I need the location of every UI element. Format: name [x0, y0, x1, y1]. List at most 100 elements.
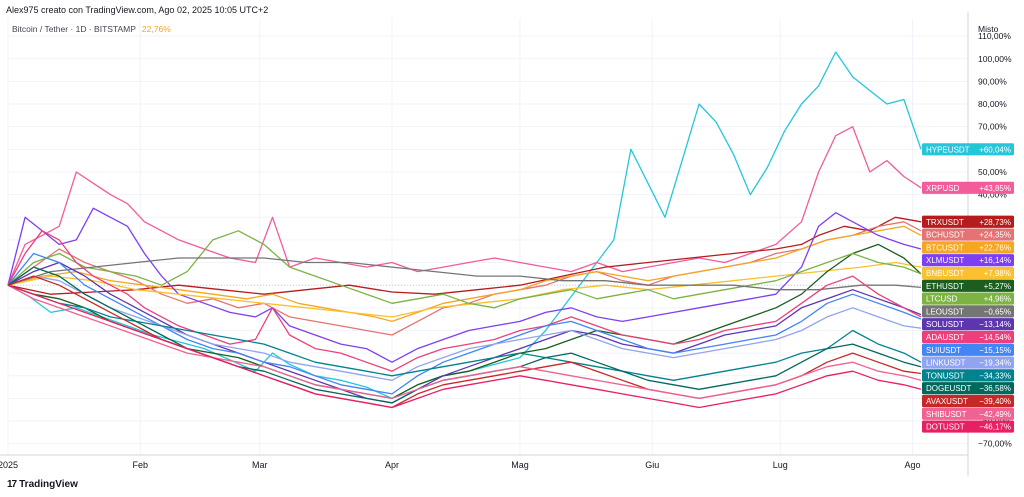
series-label-value: +7,98% — [984, 269, 1011, 278]
series-label-bg — [922, 254, 1014, 267]
series-label-solusdt[interactable]: SOLUSDT −13,14% — [922, 318, 1014, 331]
x-tick-label: Giu — [645, 460, 659, 470]
series-label-name: XLMUSDT — [926, 256, 964, 265]
series-label-bg — [922, 292, 1014, 305]
series-label-ltcusd[interactable]: LTCUSD +4,96% — [922, 292, 1014, 305]
y-tick-label: 80,00% — [978, 99, 1007, 109]
series-label-shibusdt[interactable]: SHIBUSDT −42,49% — [922, 407, 1014, 420]
series-label-suiusdt[interactable]: SUIUSDT −15,15% — [922, 343, 1014, 356]
series-label-value: −39,40% — [979, 397, 1011, 406]
series-label-name: LTCUSD — [926, 295, 958, 304]
series-label-bg — [922, 382, 1014, 395]
series-label-btcusdt[interactable]: BTCUSDT +22,76% — [922, 241, 1014, 254]
series-line-btcusdt[interactable] — [7, 225, 922, 323]
series-label-hypeusdt[interactable]: HYPEUSDT +60,04% — [922, 143, 1014, 156]
series-line-linkusdt[interactable] — [7, 275, 922, 381]
series-line-trxusdt[interactable] — [7, 216, 922, 295]
series-label-adausdt[interactable]: ADAUSDT −14,54% — [922, 330, 1014, 344]
scale-mode-label[interactable]: Misto — [978, 24, 999, 34]
x-tick-label: Feb — [132, 460, 148, 470]
y-tick-label: 70,00% — [978, 122, 1007, 132]
series-label-value: +28,73% — [979, 218, 1011, 227]
series-label-bg — [922, 143, 1014, 156]
tradingview-logo[interactable]: 17 TradingView — [7, 479, 78, 490]
series-label-bg — [922, 228, 1014, 241]
series-label-name: BNBUSDT — [926, 269, 964, 278]
series-line-leousdt[interactable] — [7, 257, 922, 291]
series-label-leousdt[interactable]: LEOUSDT −0,65% — [922, 305, 1014, 318]
y-tick-label: 90,00% — [978, 76, 1007, 86]
series-label-name: BCHUSDT — [926, 231, 965, 240]
series-label-name: LINKUSDT — [926, 359, 966, 368]
tradingview-logo-icon: 17 — [7, 479, 17, 490]
symbol-info[interactable]: Bitcoin / Tether · 1D · BITSTAMP 22,76% — [12, 24, 171, 34]
series-label-value: +5,27% — [984, 282, 1011, 291]
series-label-value: +60,04% — [979, 145, 1011, 154]
series-label-dogeusdt[interactable]: DOGEUSDT −36,58% — [922, 382, 1014, 395]
symbol-name: Bitcoin / Tether · 1D · BITSTAMP — [12, 24, 136, 34]
series-label-value: +24,35% — [979, 231, 1011, 240]
series-label-name: HYPEUSDT — [926, 145, 970, 154]
symbol-change: 22,76% — [141, 24, 171, 34]
series-label-bg — [922, 318, 1014, 331]
series-label-xrpusd[interactable]: XRPUSD +43,85% — [922, 181, 1014, 194]
series-label-value: −46,17% — [979, 423, 1011, 432]
series-label-name: AVAXUSDT — [926, 397, 968, 406]
series-label-name: TONUSDT — [926, 371, 965, 380]
x-tick-label: Mag — [511, 460, 529, 470]
grid — [7, 18, 968, 455]
series-label-dotusdt[interactable]: DOTUSDT −46,17% — [922, 420, 1014, 433]
x-tick-label: Mar — [252, 460, 268, 470]
series-label-name: TRXUSDT — [926, 218, 964, 227]
series-line-adausdt[interactable] — [7, 230, 922, 372]
series-label-value: −19,34% — [979, 359, 1011, 368]
series-label-ethusdt[interactable]: ETHUSDT +5,27% — [922, 279, 1014, 292]
series-label-name: DOTUSDT — [926, 423, 965, 432]
series-label-bg — [922, 343, 1014, 356]
y-tick-label: 100,00% — [978, 54, 1012, 64]
series-label-bg — [922, 215, 1014, 228]
series-label-avaxusdt[interactable]: AVAXUSDT −39,40% — [922, 394, 1014, 408]
series-line-shibusdt[interactable] — [7, 284, 922, 400]
series-line-dotusdt[interactable] — [7, 284, 922, 409]
series-label-bg — [922, 241, 1014, 254]
series-line-tonusdt[interactable] — [7, 284, 922, 381]
series-label-bchusdt[interactable]: BCHUSDT +24,35% — [922, 228, 1014, 241]
series-line-xrpusd[interactable] — [7, 126, 922, 286]
tradingview-logo-text: TradingView — [19, 479, 78, 490]
series-label-name: XRPUSD — [926, 184, 960, 193]
series-label-name: SHIBUSDT — [926, 410, 967, 419]
series-label-name: LEOUSDT — [926, 307, 964, 316]
series-label-value: −15,15% — [979, 346, 1011, 355]
series-label-bg — [922, 330, 1014, 344]
series-label-value: +22,76% — [979, 243, 1011, 252]
x-tick-label: Ago — [904, 460, 920, 470]
series-label-linkusdt[interactable]: LINKUSDT −19,34% — [922, 356, 1014, 369]
series-line-bnbusdt[interactable] — [7, 261, 922, 318]
series-line-solusdt[interactable] — [7, 261, 922, 404]
series-label-value: +4,96% — [984, 295, 1011, 304]
series-label-name: ETHUSDT — [926, 282, 964, 291]
series-label-bg — [922, 305, 1014, 318]
series-label-value: −13,14% — [979, 320, 1011, 329]
series-label-name: SOLUSDT — [926, 320, 964, 329]
x-tick-label: Lug — [773, 460, 788, 470]
series-label-bg — [922, 420, 1014, 433]
series-label-bg — [922, 356, 1014, 369]
series-label-name: SUIUSDT — [926, 346, 961, 355]
series-label-value: −14,54% — [979, 333, 1011, 342]
series-line-avaxusdt[interactable] — [7, 275, 922, 409]
series-label-xlmusdt[interactable]: XLMUSDT +16,14% — [922, 254, 1014, 267]
series-label-trxusdt[interactable]: TRXUSDT +28,73% — [922, 215, 1014, 228]
series-line-ltcusd[interactable] — [7, 230, 922, 309]
series-label-value: −34,33% — [979, 371, 1011, 380]
series-lines — [7, 51, 922, 409]
series-label-bnbusdt[interactable]: BNBUSDT +7,98% — [922, 266, 1014, 280]
series-label-tonusdt[interactable]: TONUSDT −34,33% — [922, 369, 1014, 382]
series-label-name: ADAUSDT — [926, 333, 964, 342]
series-label-name: BTCUSDT — [926, 243, 964, 252]
y-tick-label: 110,00% — [978, 31, 1011, 41]
y-tick-label: 50,00% — [978, 167, 1007, 177]
